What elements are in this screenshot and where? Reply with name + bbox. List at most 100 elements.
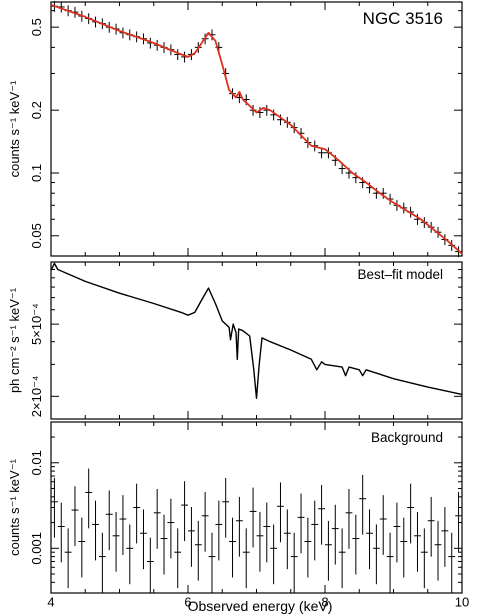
data-point: [51, 477, 58, 538]
panel-1: 0.05 0.1 0.2 0.5 counts s⁻¹ keV⁻¹ NGC 3516: [7, 0, 463, 258]
data-point: [318, 147, 325, 159]
series-model: [50, 3, 463, 255]
data-point: [331, 504, 339, 565]
data-point: [400, 517, 408, 578]
x-tick-label: 4: [47, 595, 54, 610]
data-point: [92, 500, 99, 561]
panel-label: Best–fit model: [357, 267, 443, 282]
series-model: [50, 262, 463, 399]
y-tick-label: 0.01: [29, 450, 44, 475]
data-point: [345, 488, 353, 549]
data-point: [98, 532, 106, 593]
data-point: [393, 502, 401, 563]
data-point: [420, 528, 428, 589]
data-point: [188, 507, 195, 567]
data-point: [372, 524, 380, 585]
data-point: [283, 509, 291, 570]
data-point: [229, 517, 236, 578]
model-line: [50, 3, 463, 255]
data-point: [119, 495, 127, 555]
panel-3: 0.001 0.01 counts s⁻¹ keV⁻¹ Background: [7, 421, 463, 594]
data-point: [290, 532, 298, 593]
data-point: [304, 517, 312, 578]
y-tick-label: 0.001: [29, 532, 44, 565]
y-tick-label: 2×10⁻⁴: [29, 375, 44, 417]
data-point: [338, 163, 346, 175]
data-point: [366, 509, 373, 570]
x-tick-label: 8: [321, 595, 328, 610]
data-point: [263, 502, 271, 563]
y-axis-label: ph cm⁻² s⁻¹ keV⁻¹: [7, 287, 22, 393]
panel-y-ticks: [51, 269, 462, 397]
data-point: [64, 528, 72, 589]
panel-y-ticks: [51, 421, 462, 594]
data-point: [270, 524, 278, 585]
data-point: [174, 528, 182, 589]
panel-frame: [50, 421, 463, 594]
series-data: [51, 0, 462, 258]
data-point: [338, 528, 346, 589]
data-point: [208, 532, 216, 593]
data-point: [249, 487, 257, 548]
panel-frame: [50, 1, 463, 257]
data-point: [153, 488, 161, 549]
data-point: [352, 514, 360, 575]
data-point: [181, 481, 188, 542]
y-axis-label: counts s⁻¹ keV⁻¹: [7, 458, 22, 555]
data-point: [146, 537, 154, 593]
panel-x-ticks: [50, 2, 463, 256]
data-point: [359, 474, 367, 535]
panel-y-ticks: [51, 10, 462, 257]
data-point: [256, 511, 264, 572]
data-point: [455, 491, 462, 552]
data-point: [441, 507, 449, 567]
data-point: [386, 532, 394, 593]
y-tick-label: 0.1: [29, 164, 44, 182]
data-point: [215, 500, 223, 561]
data-point: [222, 477, 230, 538]
data-point: [414, 511, 421, 572]
x-axis-label: Observed energy (keV): [188, 598, 333, 614]
data-point: [194, 520, 202, 581]
data-point: [407, 483, 415, 544]
data-point: [167, 498, 175, 559]
x-tick-label: 10: [455, 595, 469, 610]
data-point: [434, 520, 442, 581]
data-point: [140, 509, 147, 570]
y-tick-label: 0.2: [29, 101, 44, 119]
data-point: [126, 524, 134, 585]
x-tick-label: 6: [184, 595, 191, 610]
series-data: [51, 468, 462, 593]
data-point: [201, 491, 209, 552]
data-point: [448, 532, 456, 593]
panel-x-ticks: [50, 262, 463, 419]
data-point: [277, 482, 284, 543]
panel-label: NGC 3516: [363, 9, 443, 28]
data-point: [133, 483, 141, 544]
y-tick-label: 0.5: [29, 18, 44, 36]
data-point: [427, 496, 435, 557]
data-point: [112, 511, 120, 572]
y-axis-label: counts s⁻¹ keV⁻¹: [7, 80, 22, 177]
data-point: [235, 496, 243, 557]
x-axis: 4 6 8 10: [47, 595, 469, 610]
data-point: [105, 490, 113, 551]
data-point: [78, 517, 86, 578]
data-point: [160, 514, 168, 575]
data-point: [85, 468, 93, 529]
data-point: [57, 502, 65, 563]
data-point: [318, 484, 325, 545]
data-point: [297, 493, 305, 554]
data-point: [311, 500, 319, 561]
data-point: [379, 495, 387, 555]
y-tick-label: 0.05: [29, 223, 44, 248]
panel-2: 2×10⁻⁴ 5×10⁻⁴ ph cm⁻² s⁻¹ keV⁻¹ Best–fit mo…: [7, 261, 463, 420]
data-point: [71, 486, 79, 546]
model-line: [50, 262, 463, 399]
panel-label: Background: [371, 430, 443, 445]
panel-x-ticks: [50, 422, 463, 593]
y-tick-label: 5×10⁻⁴: [29, 303, 44, 345]
data-point: [242, 528, 250, 589]
data-point: [325, 520, 332, 581]
